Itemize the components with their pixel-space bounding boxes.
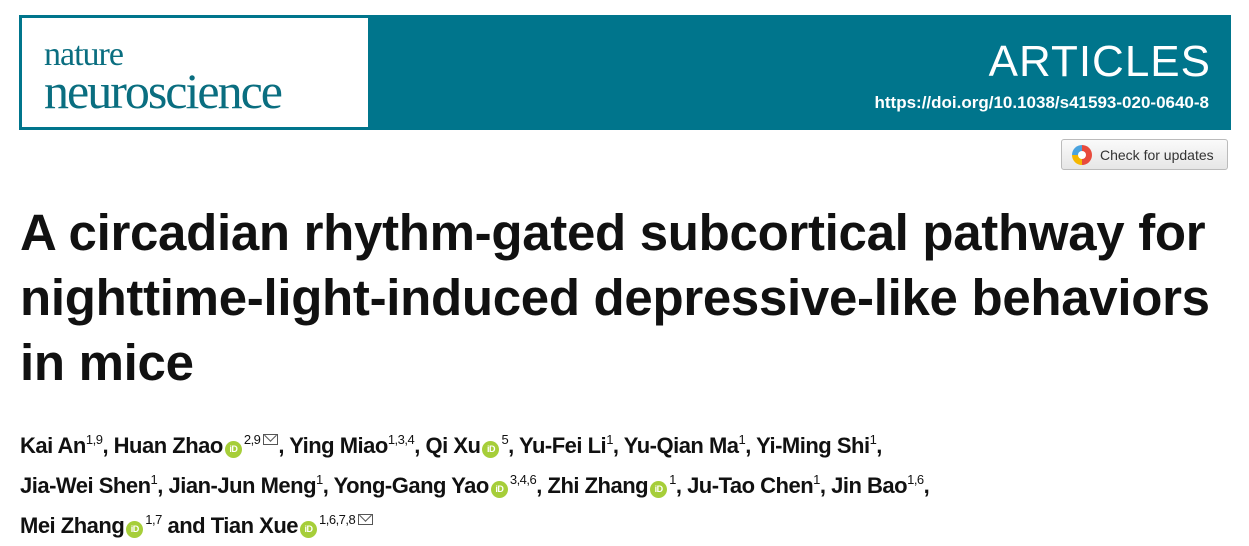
author[interactable]: Jin Bao1,6 [831,473,924,498]
author[interactable]: Qi Xu iD5 [425,432,509,458]
affiliation-numbers[interactable]: 1 [316,472,323,487]
author[interactable]: Yong-Gang Yao iD3,4,6 [334,473,537,498]
affiliation-numbers[interactable]: 1,6,7,8 [319,512,356,527]
author[interactable]: Yi-Ming Shi1 [756,432,877,458]
author-name[interactable]: Kai An [20,433,86,458]
email-icon[interactable] [263,434,279,445]
author[interactable]: Ying Miao1,3,4 [289,432,415,458]
author[interactable]: Tian Xue iD1,6,7,8 [211,513,374,538]
check-for-updates-label: Check for updates [1100,146,1214,163]
author-name[interactable]: Yi-Ming Shi [756,433,870,458]
crossmark-icon [1072,144,1092,165]
affiliation-numbers[interactable]: 1 [669,472,676,487]
affiliation-numbers[interactable]: 1 [869,432,877,447]
email-icon[interactable] [358,514,374,525]
author-name[interactable]: Jian-Jun Meng [168,473,317,498]
author-list: Kai An1,9, Huan Zhao iD2,9, Ying Miao1,3,… [20,432,930,538]
orcid-icon[interactable]: iD [224,441,242,458]
affiliation-numbers[interactable]: 1,7 [145,512,162,527]
author[interactable]: Yu-Qian Ma1 [624,433,746,458]
journal-logo[interactable]: nature neuroscience [22,18,368,127]
author-name[interactable]: Ju-Tao Chen [687,473,814,498]
orcid-icon[interactable]: iD [490,481,508,498]
affiliation-numbers[interactable]: 1,9 [85,432,103,447]
affiliation-numbers[interactable]: 1 [738,432,746,447]
doi-link[interactable]: https://doi.org/10.1038/s41593-020-0640-… [874,93,1210,112]
author-name[interactable]: Jia-Wei Shen [20,473,151,498]
author-name[interactable]: Huan Zhao [113,433,224,458]
orcid-icon[interactable]: iD [300,521,317,538]
author-name[interactable]: Zhi Zhang [547,473,649,498]
affiliation-numbers[interactable]: 1 [813,472,820,487]
orcid-icon[interactable]: iD [126,521,144,538]
logo-line-2: neuroscience [44,63,283,119]
orcid-icon[interactable]: iD [650,481,668,498]
orcid-icon[interactable]: iD [482,441,500,458]
author-name[interactable]: Yu-Qian Ma [623,433,739,458]
check-for-updates-button[interactable]: Check for updates [1061,139,1228,170]
author[interactable]: Jian-Jun Meng1 [168,472,324,498]
author-name[interactable]: Yong-Gang Yao [333,473,490,498]
journal-banner: nature neuroscience ARTICLES https://doi… [19,15,1231,130]
article-title: A circadian rhythm-gated subcortical pat… [20,204,1210,391]
author[interactable]: Huan Zhao iD2,9 [114,433,279,458]
author[interactable]: Mei Zhang iD1,7 [20,513,162,538]
author-name[interactable]: Tian Xue [210,513,299,538]
affiliation-numbers[interactable]: 3,4,6 [509,472,537,487]
author-name[interactable]: Ying Miao [289,433,388,458]
affiliation-numbers[interactable]: 1 [150,472,158,487]
author-name[interactable]: Qi Xu [425,433,481,458]
author[interactable]: Ju-Tao Chen1 [687,473,820,498]
author-name[interactable]: Mei Zhang [20,513,125,538]
and-label: and [161,513,211,538]
author[interactable]: Kai An1,9 [20,432,103,458]
affiliation-numbers[interactable]: 1 [606,432,613,447]
logo-line-1: nature [44,36,124,73]
author[interactable]: Jia-Wei Shen1 [20,472,158,498]
affiliation-numbers[interactable]: 1,3,4 [387,432,415,447]
section-label: ARTICLES [988,37,1211,86]
author-name[interactable]: Jin Bao [831,473,908,498]
affiliation-numbers[interactable]: 1,6 [907,472,924,487]
affiliation-numbers[interactable]: 2,9 [243,432,261,447]
author-name[interactable]: Yu-Fei Li [519,433,607,458]
author[interactable]: Zhi Zhang iD1 [548,473,676,498]
affiliation-numbers[interactable]: 5 [501,432,509,447]
author[interactable]: Yu-Fei Li1 [519,433,613,458]
